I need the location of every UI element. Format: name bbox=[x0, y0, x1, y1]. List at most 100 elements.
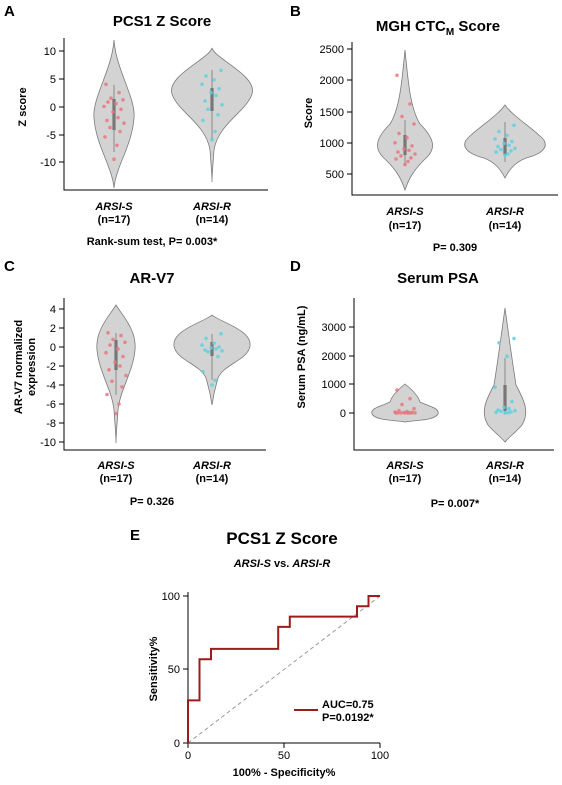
data-point-arsi-s bbox=[403, 411, 407, 415]
data-point-arsi-r bbox=[206, 350, 210, 354]
data-point-arsi-s bbox=[106, 100, 110, 104]
data-point-arsi-s bbox=[114, 411, 118, 416]
panel-b-ytick: 1500 bbox=[320, 107, 344, 119]
data-point-arsi-r bbox=[214, 93, 218, 98]
data-point-arsi-s bbox=[412, 122, 416, 126]
data-point-arsi-s bbox=[406, 159, 410, 164]
panel-d-ylabel: Serum PSA (ng/mL) bbox=[296, 305, 308, 408]
data-point-arsi-r bbox=[503, 411, 507, 415]
data-point-arsi-s bbox=[402, 147, 406, 151]
panel-c: C AR-V7 AR-V7 normalized expression 4 2 … bbox=[4, 258, 266, 508]
panel-b-ytick: 500 bbox=[326, 169, 344, 181]
panel-d-n1: (n=17) bbox=[389, 473, 422, 485]
panel-e-xticks: 0 50 100 bbox=[185, 743, 389, 762]
panel-a-n2: (n=14) bbox=[196, 214, 229, 226]
panel-c-ytick: -8 bbox=[46, 418, 56, 430]
panel-e-xtick: 100 bbox=[371, 750, 389, 762]
panel-c-n1: (n=17) bbox=[100, 473, 133, 485]
data-point-arsi-r bbox=[209, 346, 213, 350]
data-point-arsi-r bbox=[216, 113, 220, 117]
panel-a-n1: (n=17) bbox=[98, 214, 131, 226]
data-point-arsi-r bbox=[507, 406, 511, 411]
data-point-arsi-s bbox=[114, 101, 118, 106]
panel-d-cat2: ARSI-R bbox=[485, 460, 524, 472]
panel-e-xlabel: 100% - Specificity% bbox=[233, 767, 336, 779]
data-point-arsi-s bbox=[412, 406, 416, 411]
data-point-arsi-s bbox=[399, 411, 403, 415]
data-point-arsi-s bbox=[400, 402, 404, 407]
data-point-arsi-r bbox=[210, 138, 214, 142]
panel-e-subtitle: ARSI-S vs. ARSI-R bbox=[233, 558, 331, 570]
panel-b-yticks: 2500 2000 1500 1000 500 bbox=[320, 44, 352, 181]
panel-b-ytick: 1000 bbox=[320, 138, 344, 150]
panel-d-ytick: 1000 bbox=[322, 379, 346, 391]
panel-d-ytick: 3000 bbox=[322, 322, 346, 334]
panel-letter-e: E bbox=[130, 527, 140, 544]
panel-b-stat-note: P= 0.309 bbox=[433, 242, 477, 254]
panel-b-title-tail: Score bbox=[454, 18, 500, 35]
panel-c-title: AR-V7 bbox=[129, 270, 174, 287]
panel-a-ytick: 0 bbox=[50, 102, 56, 114]
panel-e-title: PCS1 Z Score bbox=[226, 529, 338, 548]
data-point-arsi-r bbox=[204, 74, 208, 78]
panel-c-cat2: ARSI-R bbox=[192, 460, 231, 472]
panel-d-ytick: 2000 bbox=[322, 351, 346, 363]
data-point-arsi-r bbox=[506, 152, 510, 156]
data-point-arsi-r bbox=[502, 405, 506, 410]
data-point-arsi-r bbox=[210, 383, 214, 387]
panel-c-ytick: -6 bbox=[46, 399, 56, 411]
data-point-arsi-s bbox=[105, 392, 109, 397]
data-point-arsi-s bbox=[413, 152, 417, 156]
data-point-arsi-r bbox=[216, 354, 220, 359]
panel-b-axes bbox=[351, 42, 558, 196]
panel-e: E PCS1 Z Score ARSI-S vs. ARSI-R Sensiti… bbox=[130, 527, 389, 779]
data-point-arsi-s bbox=[104, 82, 108, 87]
panel-c-ytick: 2 bbox=[50, 323, 56, 335]
data-point-arsi-s bbox=[400, 114, 404, 119]
data-point-arsi-s bbox=[394, 157, 398, 161]
panel-letter-c: C bbox=[4, 258, 15, 275]
panel-c-ytick: -4 bbox=[46, 380, 56, 392]
roc-curve bbox=[187, 595, 380, 743]
data-point-arsi-r bbox=[499, 147, 503, 152]
data-point-arsi-s bbox=[108, 343, 112, 347]
data-point-arsi-r bbox=[513, 146, 517, 151]
data-point-arsi-r bbox=[493, 385, 497, 390]
data-point-arsi-r bbox=[200, 82, 204, 87]
data-point-arsi-s bbox=[408, 396, 412, 401]
data-point-arsi-s bbox=[113, 360, 117, 365]
violin-arsi-s bbox=[371, 383, 439, 423]
data-point-arsi-s bbox=[123, 340, 127, 345]
panel-c-ylabel-line1: AR-V7 normalized bbox=[13, 320, 25, 414]
data-point-arsi-r bbox=[512, 336, 516, 341]
data-point-arsi-r bbox=[512, 123, 516, 128]
data-point-arsi-r bbox=[499, 409, 503, 414]
data-point-arsi-s bbox=[110, 379, 114, 384]
panel-b-cat1: ARSI-S bbox=[385, 206, 424, 218]
data-point-arsi-s bbox=[395, 388, 399, 392]
data-point-arsi-r bbox=[513, 408, 517, 413]
data-point-arsi-r bbox=[497, 341, 501, 345]
data-point-arsi-s bbox=[105, 118, 109, 123]
panel-d-ytick: 0 bbox=[340, 408, 346, 420]
panel-d-title: Serum PSA bbox=[397, 270, 479, 287]
panel-letter-b: B bbox=[290, 3, 301, 20]
data-point-arsi-s bbox=[112, 157, 116, 161]
legend-pvalue: P=0.0192* bbox=[322, 712, 374, 724]
reference-diagonal bbox=[187, 595, 381, 744]
panel-a-yticks: 10 5 0 -5 -10 bbox=[40, 46, 64, 169]
data-point-arsi-r bbox=[509, 410, 513, 414]
panel-b-n1: (n=17) bbox=[389, 220, 422, 232]
data-point-arsi-s bbox=[407, 148, 411, 153]
data-point-arsi-r bbox=[219, 331, 223, 336]
data-point-arsi-s bbox=[111, 110, 115, 114]
panel-d-n2: (n=14) bbox=[489, 473, 522, 485]
data-point-arsi-r bbox=[213, 378, 217, 383]
data-point-arsi-r bbox=[493, 137, 497, 141]
panel-c-yticks: 4 2 0 -2 -4 -6 -8 -10 bbox=[40, 304, 64, 449]
data-point-arsi-s bbox=[118, 129, 122, 134]
data-point-arsi-s bbox=[406, 411, 410, 415]
data-point-arsi-s bbox=[117, 402, 121, 406]
panel-e-ylabel: Sensitivity% bbox=[148, 636, 160, 701]
